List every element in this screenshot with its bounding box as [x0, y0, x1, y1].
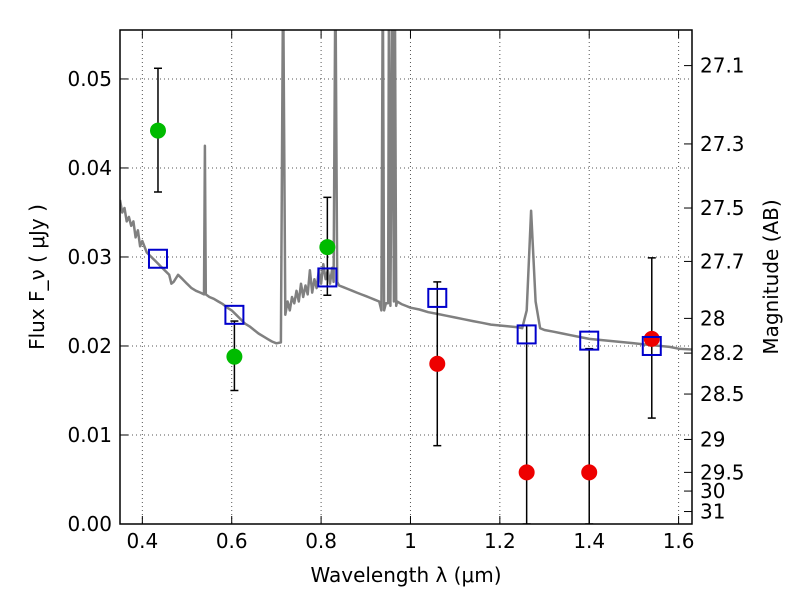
model-point: [147, 248, 168, 269]
y2-tick-label: 28.5: [700, 382, 745, 406]
data-point: [643, 330, 660, 347]
x-tick-label: 1.6: [663, 529, 695, 553]
model-point: [641, 335, 662, 356]
y-axis-label: Flux F_ν ( μJy ): [25, 204, 49, 350]
right-axis-label: Magnitude (AB): [759, 199, 783, 354]
y2-tick-label: 27.3: [700, 132, 745, 156]
y-tick-label: 0.00: [67, 512, 112, 536]
x-tick-label: 1.4: [573, 529, 605, 553]
points-layer: [147, 67, 662, 524]
data-point: [319, 239, 336, 256]
x-tick-label: 0.4: [126, 529, 158, 553]
model-point: [224, 304, 245, 325]
model-point: [427, 287, 448, 308]
model-point: [516, 324, 537, 345]
y2-tick-label: 27.5: [700, 196, 745, 220]
spectrum-line: [120, 30, 692, 351]
y2-tick-label: 27.1: [700, 54, 745, 78]
y2-tick-label: 29.5: [700, 460, 745, 484]
x-tick-label: 0.8: [305, 529, 337, 553]
y2-tick-label: 28.2: [700, 341, 745, 365]
x-tick-label: 1.2: [484, 529, 516, 553]
plot-frame: [119, 29, 693, 525]
data-point: [226, 348, 243, 365]
data-point: [149, 122, 166, 139]
y2-tick-label: 30: [700, 479, 725, 503]
spectrum-layer: [120, 30, 692, 351]
x-tick-label: 1: [404, 529, 417, 553]
x-tick-label: 0.6: [216, 529, 248, 553]
y-tick-label: 0.03: [67, 245, 112, 269]
y2-tick-label: 31: [700, 500, 725, 524]
model-point: [317, 267, 338, 288]
x-axis-label: Wavelength λ (μm): [310, 563, 501, 587]
y2-tick-label: 27.7: [700, 249, 745, 273]
y-tick-label: 0.01: [67, 423, 112, 447]
data-point: [429, 355, 446, 372]
y-tick-label: 0.02: [67, 334, 112, 358]
y-tick-label: 0.04: [67, 156, 112, 180]
model-point: [579, 330, 600, 351]
axes: 0.4 0.6 0.8 1 1.2 1.4 1.6 0.00 0.01 0.02 0.03 0.04 0…: [67, 29, 745, 553]
y-tick-label: 0.05: [67, 67, 112, 91]
y2-tick-label: 29: [700, 427, 725, 451]
data-point: [581, 464, 598, 481]
data-point: [518, 464, 535, 481]
y2-tick-label: 28: [700, 306, 725, 330]
